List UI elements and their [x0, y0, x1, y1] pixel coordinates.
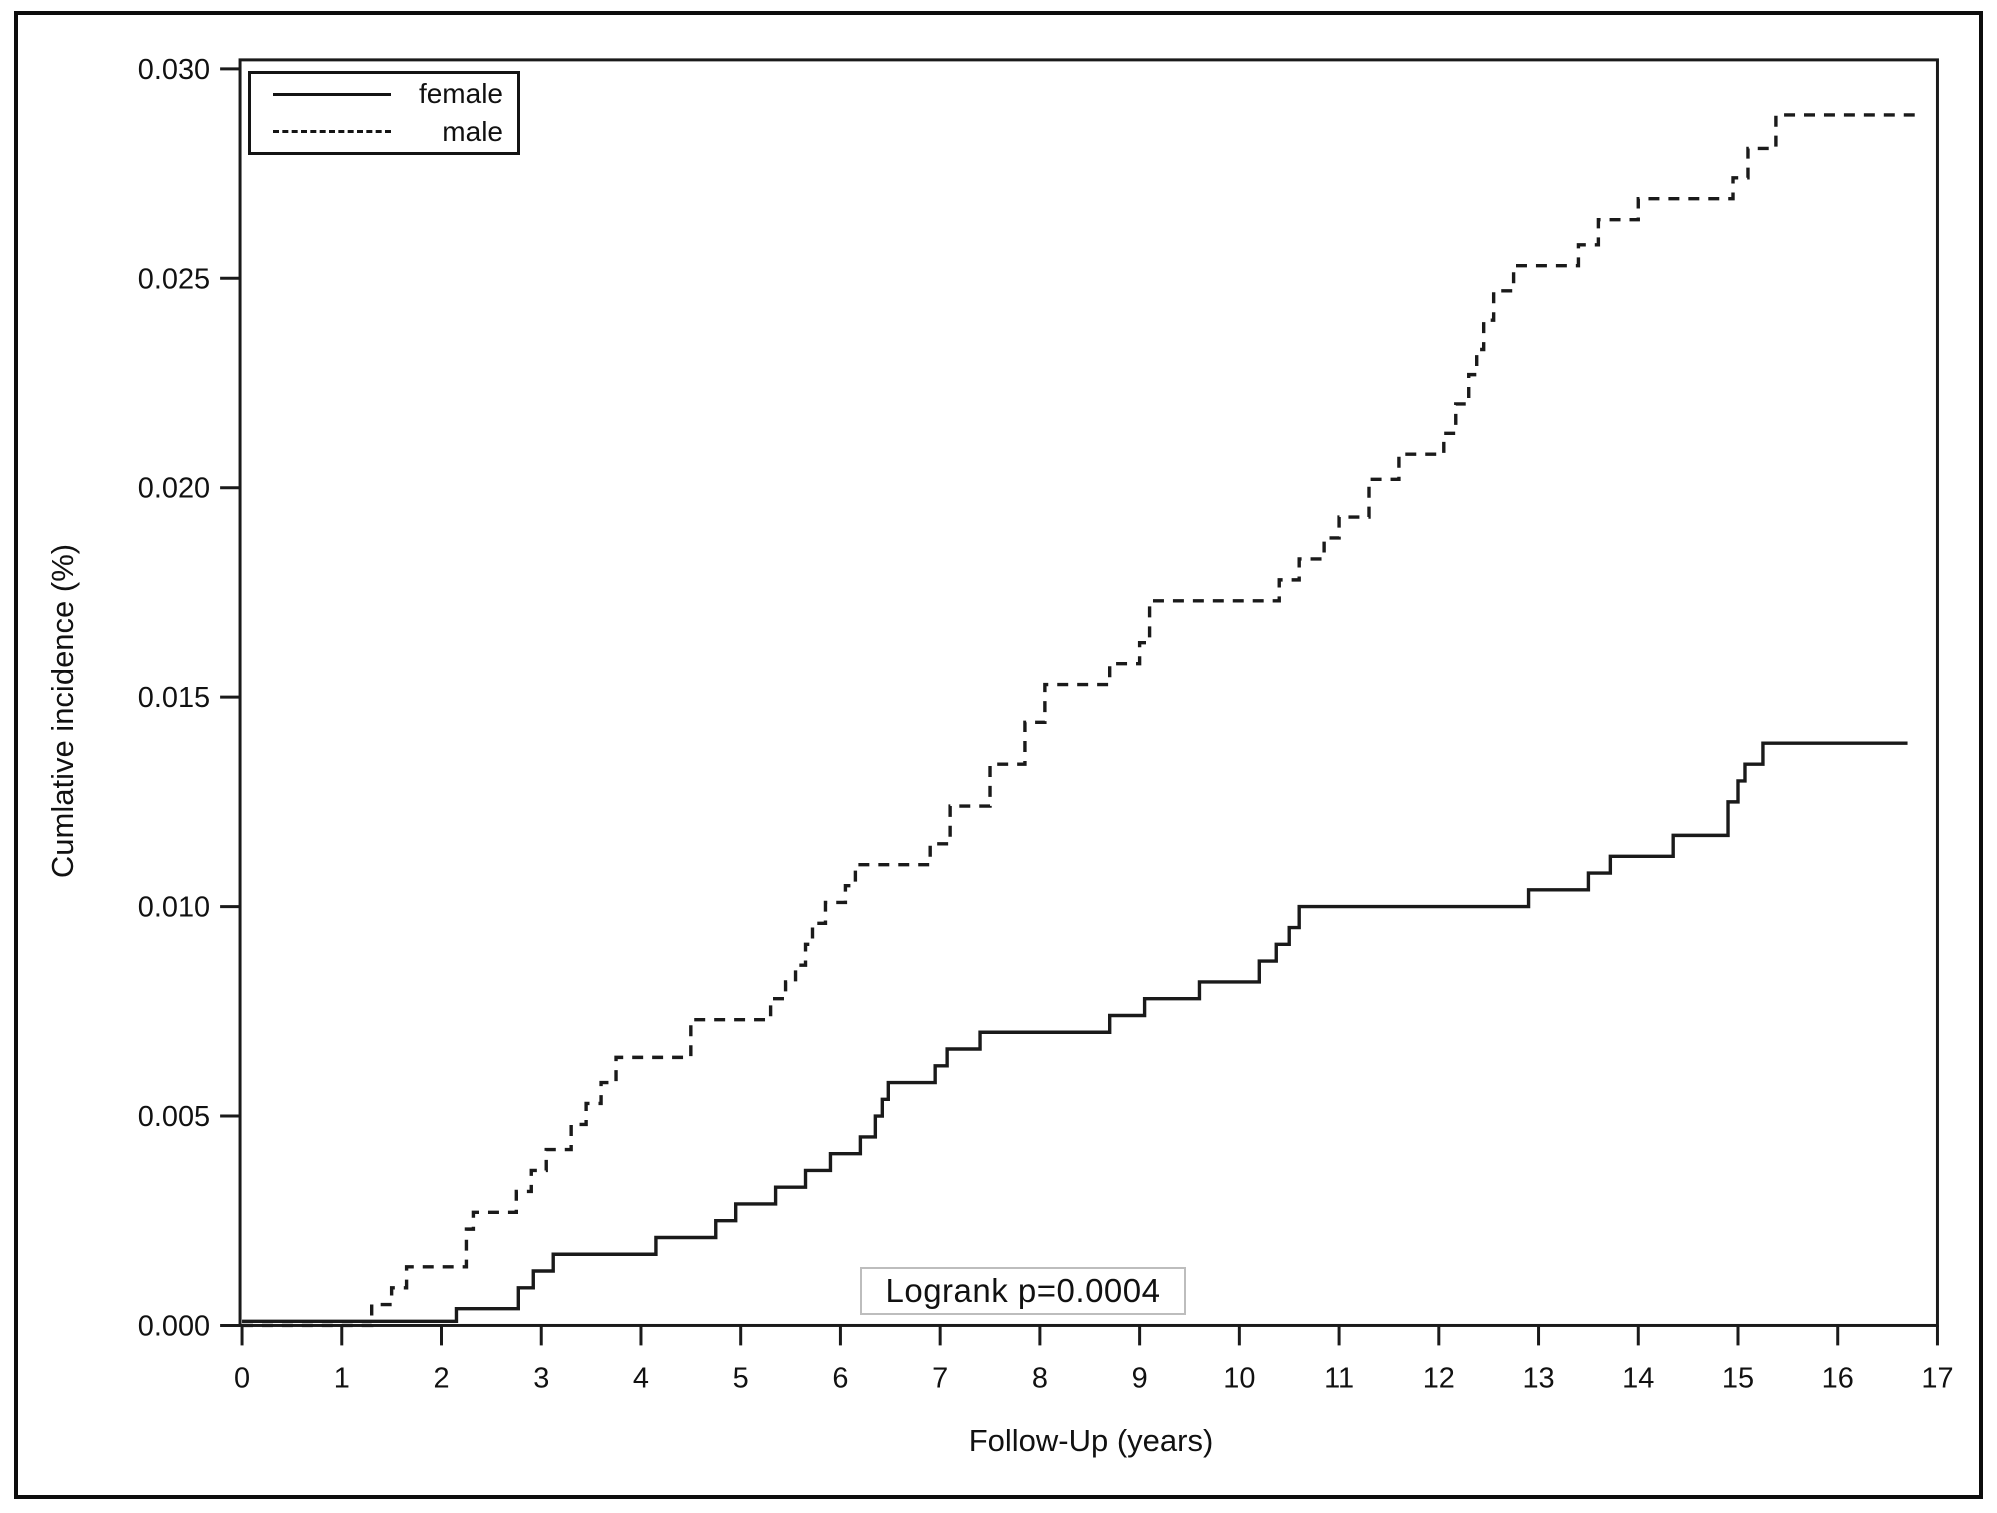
x-tick-label: 3: [533, 1362, 549, 1394]
legend-label-male: male: [442, 115, 503, 147]
y-axis-title: Cumlative incidence (%): [45, 543, 80, 879]
x-tick-label: 7: [932, 1362, 948, 1394]
series-line-female: [242, 741, 1908, 1323]
km-plot-canvas: 0 1 2 3 4 5 6 7 8 9 10 11 12 13 14 15 16 170.0000.0050.01…: [138, 54, 1954, 1394]
x-tick-label: 1: [334, 1362, 350, 1394]
logrank-annotation: Logrank p=0.0004: [860, 1267, 1186, 1315]
x-tick-label: 14: [1622, 1362, 1654, 1394]
x-tick-label: 12: [1423, 1362, 1455, 1394]
y-tick-label: 0.025: [138, 263, 210, 295]
y-tick-label: 0.020: [138, 473, 210, 505]
solid-line-sample-icon: [273, 92, 391, 96]
y-tick-label: 0.005: [138, 1101, 210, 1133]
x-tick-label: 5: [733, 1362, 749, 1394]
x-tick-label: 0: [234, 1362, 250, 1394]
x-tick-label: 13: [1522, 1362, 1554, 1394]
y-tick-label: 0.010: [138, 892, 210, 924]
x-tick-label: 4: [633, 1362, 649, 1394]
y-tick-label: 0.000: [138, 1310, 210, 1342]
x-tick-label: 9: [1132, 1362, 1148, 1394]
x-tick-label: 2: [433, 1362, 449, 1394]
x-tick-label: 15: [1722, 1362, 1754, 1394]
x-axis-title: Follow-Up (years): [968, 1423, 1214, 1458]
figure-frame: 0 1 2 3 4 5 6 7 8 9 10 11 12 13 14 15 16 17 0.000 0.005 0.01…: [14, 11, 1983, 1499]
x-tick-label: 16: [1822, 1362, 1854, 1394]
x-tick-label: 6: [832, 1362, 848, 1394]
legend: female male: [248, 71, 520, 155]
plot-frame: [238, 58, 1939, 1327]
legend-entry-female: female: [251, 77, 517, 111]
legend-label-female: female: [418, 78, 503, 110]
legend-entry-male: male: [251, 115, 517, 149]
y-tick-label: 0.030: [138, 54, 210, 86]
dashed-line-sample-icon: [273, 130, 391, 134]
x-tick-label: 17: [1921, 1362, 1953, 1394]
series-line-male: [242, 113, 1923, 1328]
y-tick-label: 0.015: [138, 682, 210, 714]
x-tick-label: 8: [1032, 1362, 1048, 1394]
x-tick-label: 11: [1324, 1362, 1354, 1394]
x-tick-label: 10: [1223, 1362, 1255, 1394]
